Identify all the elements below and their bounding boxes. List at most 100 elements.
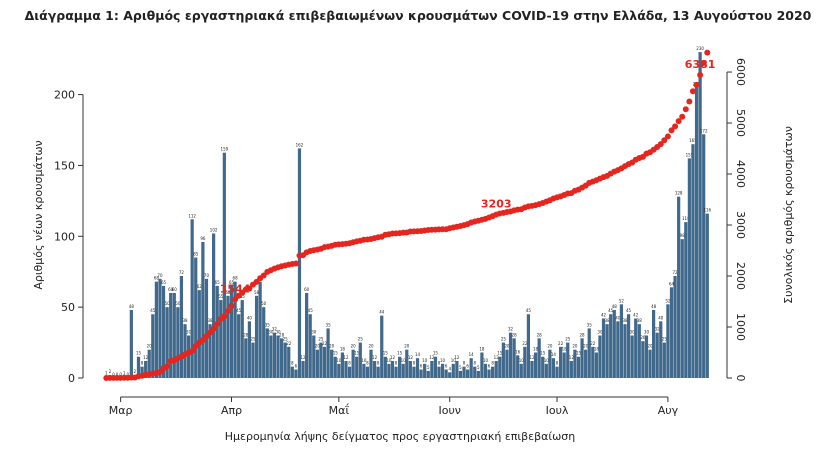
- bar-value-label: 14: [551, 352, 557, 357]
- bar: [158, 278, 162, 378]
- cumulative-point: [207, 329, 214, 336]
- bar: [641, 341, 645, 378]
- bar: [319, 342, 323, 378]
- bar-value-label: 38: [605, 318, 611, 323]
- bar: [505, 349, 509, 378]
- bar: [380, 315, 384, 378]
- bar: [251, 342, 255, 378]
- bar: [222, 152, 226, 378]
- bar: [276, 335, 280, 378]
- bar-value-label: 8: [141, 361, 144, 366]
- cumulative-point: [672, 123, 679, 130]
- bar-value-label: 18: [479, 346, 485, 351]
- cumulative-point: [686, 98, 693, 105]
- bar-value-label: 6: [295, 363, 298, 368]
- bar-value-label: 30: [275, 329, 281, 334]
- bar-value-label: 42: [601, 312, 607, 317]
- bar: [451, 363, 455, 378]
- bar-value-label: 60: [168, 287, 174, 292]
- bar: [337, 363, 341, 378]
- bar-value-label: 12: [343, 355, 349, 360]
- bar: [526, 314, 531, 378]
- bar: [480, 352, 484, 378]
- bar: [362, 363, 366, 378]
- bar: [415, 358, 420, 378]
- bar: [512, 338, 516, 378]
- bar: [172, 292, 176, 378]
- bar-value-label: 25: [318, 337, 324, 342]
- bar: [684, 222, 688, 378]
- bar: [612, 309, 616, 378]
- cumulative-point: [657, 141, 664, 148]
- bar: [440, 363, 445, 378]
- bar-value-label: 26: [640, 335, 646, 340]
- bar: [358, 342, 362, 378]
- bar-value-label: 8: [366, 361, 369, 366]
- bar-value-label: 64: [669, 281, 675, 286]
- bar: [401, 363, 405, 378]
- bar: [408, 360, 412, 378]
- bar: [491, 366, 495, 378]
- bar: [204, 278, 209, 378]
- bar-value-label: 15: [497, 351, 503, 356]
- bar: [394, 366, 398, 378]
- bar-value-label: 12: [529, 355, 535, 360]
- bar-value-label: 30: [186, 329, 192, 334]
- bar-value-label: 1: [123, 371, 126, 376]
- bar-value-label: 98: [680, 233, 686, 238]
- bar: [265, 328, 269, 378]
- bar: [516, 355, 520, 378]
- bar: [609, 314, 613, 378]
- x-tick-label: Μαρ: [109, 404, 133, 417]
- bar: [229, 285, 234, 378]
- bar: [448, 372, 452, 378]
- bar-value-label: 116: [703, 208, 711, 213]
- bar: [573, 349, 577, 378]
- bar-value-label: 25: [358, 337, 364, 342]
- bar-value-label: 6: [420, 363, 423, 368]
- bar: [426, 370, 430, 378]
- bar-value-label: 128: [675, 191, 683, 196]
- bar-value-label: 16: [515, 349, 521, 354]
- bar-value-label: 10: [336, 358, 342, 363]
- bar: [687, 158, 691, 378]
- bar-value-label: 30: [268, 329, 274, 334]
- bar-value-label: 48: [612, 304, 618, 309]
- bar-value-label: 18: [533, 346, 539, 351]
- cumulative-point: [682, 106, 689, 113]
- bar: [405, 349, 409, 378]
- bar: [322, 346, 327, 378]
- bar-value-label: 162: [296, 142, 304, 147]
- bar-value-label: 6: [445, 363, 448, 368]
- bar: [598, 335, 602, 378]
- y-tick-label: 100: [54, 230, 75, 243]
- bar-value-label: 50: [261, 301, 267, 306]
- bar: [136, 356, 141, 378]
- bar-value-label: 35: [265, 322, 271, 327]
- bar: [519, 363, 523, 378]
- cumulative-point: [697, 71, 704, 78]
- bar: [262, 307, 266, 378]
- bar-value-label: 25: [250, 337, 256, 342]
- bar: [584, 349, 588, 378]
- bar-value-label: 8: [413, 361, 416, 366]
- bar: [308, 314, 312, 378]
- bar: [215, 285, 219, 378]
- bar: [183, 324, 187, 378]
- bar-value-label: 6: [488, 363, 491, 368]
- bar-value-label: 22: [522, 341, 528, 346]
- bar: [383, 356, 387, 378]
- bar-value-label: 68: [233, 276, 239, 281]
- bar: [398, 356, 402, 378]
- bar-value-label: 20: [504, 344, 510, 349]
- bar: [315, 349, 319, 378]
- bar: [619, 304, 624, 378]
- bar-value-label: 25: [283, 337, 289, 342]
- bar: [634, 318, 638, 378]
- bar-value-label: 68: [154, 276, 160, 281]
- bar: [537, 338, 541, 378]
- bar: [694, 87, 699, 379]
- bar-value-label: 10: [440, 358, 446, 363]
- bar-value-label: 22: [590, 341, 596, 346]
- cumulative-point: [189, 347, 196, 354]
